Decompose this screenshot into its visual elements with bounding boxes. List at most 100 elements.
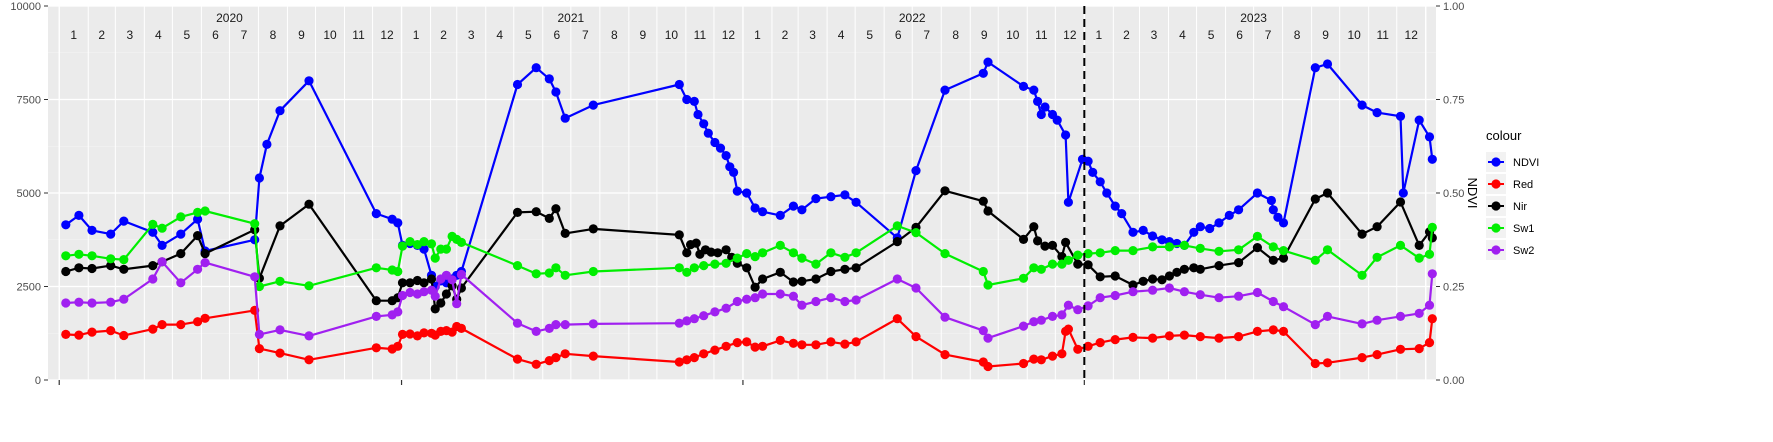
data-point-ndvi [840, 190, 850, 200]
data-point-sw1 [1036, 264, 1046, 274]
data-point-red [393, 341, 403, 351]
y2-tick-label: 0.25 [1443, 282, 1464, 294]
data-point-ndvi [721, 151, 731, 161]
data-point-ndvi [119, 216, 129, 226]
data-point-nir [691, 238, 701, 248]
data-point-sw1 [441, 244, 451, 254]
data-point-sw1 [1018, 273, 1029, 283]
data-point-ndvi [742, 188, 752, 198]
data-point-sw2 [940, 312, 950, 322]
data-point-ndvi [689, 96, 699, 106]
month-label: 11 [1035, 28, 1048, 42]
data-point-ndvi [1128, 227, 1138, 237]
data-point-ndvi [1083, 156, 1093, 166]
data-point-sw1 [1234, 245, 1244, 255]
data-point-red [512, 354, 523, 364]
data-point-sw1 [275, 276, 285, 286]
month-label: 12 [380, 28, 394, 42]
data-point-ndvi [693, 109, 703, 120]
month-label: 8 [270, 28, 277, 42]
month-label: 11 [352, 28, 365, 42]
data-point-sw1 [1322, 245, 1333, 255]
month-label: 1 [754, 28, 761, 42]
data-point-sw2 [1073, 305, 1083, 315]
data-point-red [892, 314, 902, 324]
data-point-ndvi [1095, 177, 1105, 187]
data-point-sw1 [560, 270, 570, 280]
data-point-sw1 [512, 261, 523, 271]
data-point-red [758, 341, 768, 351]
data-point-nir [200, 249, 210, 259]
data-point-sw2 [1252, 287, 1262, 298]
data-point-sw1 [689, 263, 699, 273]
year-label: 2021 [557, 11, 584, 25]
data-point-sw1 [551, 263, 561, 273]
data-point-sw1 [674, 263, 684, 273]
data-point-red [1424, 338, 1435, 348]
data-point-ndvi [715, 143, 726, 153]
data-point-red [1110, 335, 1120, 345]
data-point-ndvi [393, 218, 403, 228]
month-label: 4 [496, 28, 503, 42]
month-label: 7 [582, 28, 589, 42]
data-point-sw2 [157, 257, 167, 267]
data-point-sw1 [148, 219, 158, 229]
data-point-ndvi [551, 87, 561, 97]
data-point-sw2 [699, 311, 709, 321]
data-point-ndvi [1148, 231, 1158, 241]
data-point-sw2 [148, 274, 158, 284]
data-point-nir [674, 230, 684, 240]
y-tick-label: 5000 [17, 188, 41, 200]
data-point-ndvi [699, 119, 709, 129]
data-point-nir [419, 278, 429, 288]
data-point-ndvi [1040, 102, 1050, 112]
data-point-red [560, 349, 570, 359]
month-label: 6 [895, 28, 902, 42]
data-point-sw1 [1252, 231, 1262, 241]
data-point-red [397, 329, 408, 339]
data-point-nir [1128, 280, 1138, 290]
data-point-sw2 [560, 320, 570, 330]
data-point-sw1 [911, 228, 921, 238]
data-point-sw1 [797, 253, 807, 263]
data-point-nir [106, 261, 116, 271]
data-point-sw1 [750, 252, 760, 262]
data-point-ndvi [1310, 63, 1320, 73]
data-point-red [1128, 332, 1138, 342]
series-red [61, 305, 1437, 372]
data-point-sw1 [1310, 255, 1320, 265]
data-point-red [304, 355, 314, 365]
data-point-ndvi [797, 205, 807, 215]
y-tick-label: 7500 [17, 95, 41, 107]
month-label: 1 [413, 28, 420, 42]
data-point-ndvi [1102, 188, 1112, 198]
data-point-red [193, 317, 203, 327]
month-label: 1 [70, 28, 77, 42]
month-label: 11 [1376, 28, 1389, 42]
data-point-sw2 [811, 296, 821, 307]
data-point-sw2 [447, 275, 457, 285]
data-point-sw1 [531, 269, 541, 279]
data-point-red [1063, 324, 1073, 334]
data-point-ndvi [1061, 130, 1071, 140]
data-point-ndvi [1036, 109, 1046, 120]
data-point-nir [1138, 276, 1148, 286]
data-point-nir [87, 263, 97, 274]
month-label: 8 [952, 28, 959, 42]
data-point-ndvi [87, 225, 97, 235]
data-point-nir [1322, 188, 1333, 198]
data-point-nir [1029, 222, 1039, 232]
data-point-ndvi [1357, 100, 1367, 110]
data-point-nir [436, 298, 446, 308]
month-label: 2 [782, 28, 789, 42]
y-axis-left: 0 2500 5000 7500 10000 [10, 1, 48, 387]
data-point-sw1 [892, 221, 902, 231]
data-point-sw2 [405, 287, 415, 298]
data-point-red [911, 332, 921, 342]
year-label: 2023 [1240, 11, 1267, 25]
data-point-sw2 [200, 258, 210, 268]
data-point-ndvi [176, 229, 186, 239]
data-point-sw1 [1427, 222, 1437, 232]
data-point-red [1029, 354, 1039, 364]
data-point-red [1414, 344, 1424, 354]
